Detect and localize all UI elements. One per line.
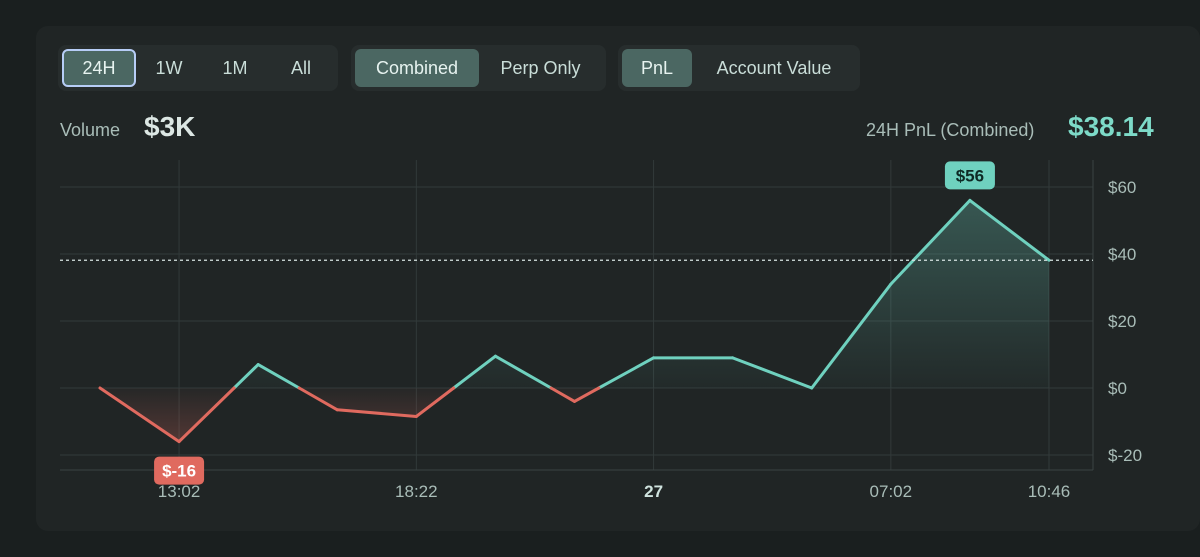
timeframe-selector: 24H 1W 1M All — [58, 45, 338, 91]
y-tick-label: $20 — [1108, 312, 1136, 331]
pnl-line-segment-positive — [493, 354, 553, 390]
x-tick-label: 07:02 — [870, 482, 913, 501]
tab-all[interactable]: All — [290, 57, 311, 78]
pnl-line-segment-positive — [597, 356, 656, 390]
tab-1w[interactable]: 1W — [155, 57, 183, 78]
pnl-summary-label: 24H PnL (Combined) — [866, 120, 1035, 140]
pnl-line-segment-positive — [968, 198, 1051, 262]
y-tick-label: $0 — [1108, 379, 1127, 398]
tab-pnl[interactable]: PnL — [622, 49, 692, 87]
pnl-line-segment-negative — [98, 386, 181, 444]
metric-selector: PnL Account Value — [618, 45, 860, 91]
y-tick-label: $40 — [1108, 245, 1136, 264]
x-tick-label: 18:22 — [395, 482, 438, 501]
pnl-line-segment-negative — [573, 386, 601, 403]
x-tick-label: 27 — [644, 482, 663, 501]
x-tick-label: 13:02 — [158, 482, 201, 501]
pnl-line-segment-positive — [889, 198, 972, 286]
y-tick-label: $60 — [1108, 178, 1136, 197]
pnl-line-segment-positive — [232, 363, 260, 390]
pnl-line-segment-negative — [414, 386, 456, 418]
pnl-area-negative — [100, 388, 1049, 442]
max-value-badge-bg — [944, 161, 995, 190]
pnl-line-segment-positive — [452, 354, 497, 390]
pnl-line-segment-negative — [177, 386, 236, 444]
mode-selector: Combined Perp Only — [351, 45, 606, 91]
tab-24h[interactable]: 24H — [62, 49, 136, 87]
tab-combined[interactable]: Combined — [355, 49, 479, 87]
max-value-badge: $56 — [956, 166, 984, 185]
tab-account-value[interactable]: Account Value — [716, 57, 832, 78]
min-value-badge-bg — [154, 456, 205, 485]
y-tick-label: $-20 — [1108, 446, 1142, 465]
volume-value: $3K — [144, 111, 196, 142]
tab-1m[interactable]: 1M — [222, 57, 248, 78]
pnl-line-segment-negative — [297, 386, 339, 412]
volume-label: Volume — [60, 120, 121, 140]
pnl-line-segment-positive — [256, 363, 301, 390]
pnl-line-segment-negative — [549, 386, 576, 403]
pnl-line-segment-positive — [731, 356, 814, 390]
pnl-line-segment-negative — [335, 408, 418, 418]
pnl-summary-value: $38.14 — [1068, 111, 1154, 142]
pnl-line-segment-positive — [810, 282, 893, 390]
tab-perp-only[interactable]: Perp Only — [500, 57, 581, 78]
x-tick-label: 10:46 — [1028, 482, 1071, 501]
min-value-badge: $-16 — [162, 462, 196, 481]
